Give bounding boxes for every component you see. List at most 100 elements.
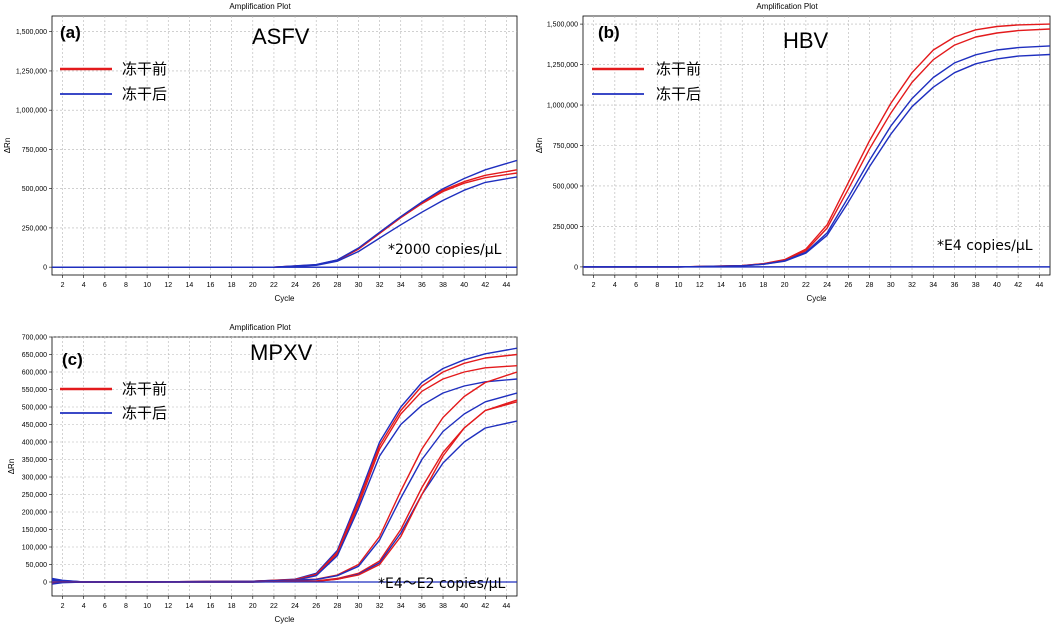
series-group xyxy=(583,23,1050,268)
series-group xyxy=(52,347,517,585)
legend-label: 冻干后 xyxy=(122,85,167,103)
x-tick-label: 36 xyxy=(418,282,426,289)
x-tick-label: 30 xyxy=(355,282,363,289)
y-tick-label: 750,000 xyxy=(553,143,578,150)
target-name: MPXV xyxy=(250,340,313,365)
x-axis-label: Cycle xyxy=(274,294,295,303)
x-tick-label: 20 xyxy=(781,282,789,289)
y-tick-label: 250,000 xyxy=(553,224,578,231)
y-tick-label: 300,000 xyxy=(22,475,47,482)
y-tick-label: 1,250,000 xyxy=(16,68,47,75)
x-axis-label: Cycle xyxy=(806,294,827,303)
y-axis-label: ΔRn xyxy=(7,459,16,475)
x-tick-label: 12 xyxy=(164,603,172,610)
y-tick-label: 400,000 xyxy=(22,440,47,447)
x-tick-label: 8 xyxy=(124,282,128,289)
x-tick-label: 26 xyxy=(844,282,852,289)
x-tick-label: 32 xyxy=(376,282,384,289)
x-tick-label: 42 xyxy=(1014,282,1022,289)
x-tick-label: 34 xyxy=(397,603,405,610)
y-tick-label: 450,000 xyxy=(22,422,47,429)
x-tick-label: 18 xyxy=(228,282,236,289)
x-tick-label: 14 xyxy=(717,282,725,289)
x-tick-label: 28 xyxy=(333,282,341,289)
x-tick-label: 12 xyxy=(696,282,704,289)
x-tick-label: 30 xyxy=(355,603,363,610)
series-group xyxy=(52,159,517,268)
y-tick-label: 1,500,000 xyxy=(547,22,578,29)
y-tick-label: 500,000 xyxy=(22,186,47,193)
x-tick-label: 14 xyxy=(185,282,193,289)
concentration-note: *2000 copies/μL xyxy=(388,242,502,258)
x-tick-label: 24 xyxy=(823,282,831,289)
chart-title: Amplification Plot xyxy=(756,2,818,11)
y-tick-label: 500,000 xyxy=(22,405,47,412)
x-tick-label: 6 xyxy=(103,282,107,289)
x-tick-label: 20 xyxy=(249,603,257,610)
x-tick-label: 44 xyxy=(1035,282,1043,289)
x-tick-label: 28 xyxy=(866,282,874,289)
panel-label: (b) xyxy=(598,23,620,42)
panel-c: 2 4 6 8 10 12 14 16 18 20 22 24 26 28 30 32 34 36 38 40 42 44… xyxy=(7,323,518,624)
y-axis-label: ΔRn xyxy=(535,138,544,154)
y-tick-label: 700,000 xyxy=(22,335,47,342)
y-tick-label: 1,250,000 xyxy=(547,62,578,69)
y-tick-label: 250,000 xyxy=(22,225,47,232)
x-tick-label: 28 xyxy=(333,603,341,610)
y-tick-label: 200,000 xyxy=(22,510,47,517)
panel-label: (a) xyxy=(60,23,81,42)
target-name: HBV xyxy=(783,28,829,53)
x-tick-label: 38 xyxy=(439,603,447,610)
target-name: ASFV xyxy=(252,24,310,49)
x-tick-label: 4 xyxy=(82,603,86,610)
x-tick-label: 10 xyxy=(143,282,151,289)
x-tick-label: 32 xyxy=(908,282,916,289)
x-tick-label: 16 xyxy=(207,282,215,289)
x-tick-label: 42 xyxy=(481,603,489,610)
x-tick-label: 44 xyxy=(503,282,511,289)
plot-area xyxy=(51,336,518,597)
chart-title: Amplification Plot xyxy=(229,2,291,11)
x-tick-label: 26 xyxy=(312,603,320,610)
x-tick-label: 38 xyxy=(972,282,980,289)
y-tick-label: 0 xyxy=(574,264,578,271)
series-line-3 xyxy=(583,53,1050,268)
x-tick-label: 10 xyxy=(143,603,151,610)
panel-label: (c) xyxy=(62,350,83,369)
x-tick-label: 22 xyxy=(802,282,810,289)
concentration-note: *E4～E2 copies/μL xyxy=(378,576,506,592)
x-tick-label: 2 xyxy=(61,282,65,289)
x-tick-label: 4 xyxy=(82,282,86,289)
x-tick-label: 2 xyxy=(61,603,65,610)
x-tick-label: 16 xyxy=(738,282,746,289)
y-tick-label: 0 xyxy=(43,580,47,587)
x-tick-label: 20 xyxy=(249,282,257,289)
x-tick-label: 10 xyxy=(675,282,683,289)
y-tick-label: 250,000 xyxy=(22,492,47,499)
x-tick-label: 14 xyxy=(185,603,193,610)
x-tick-label: 36 xyxy=(951,282,959,289)
panel-a: 2 4 6 8 10 12 14 16 18 20 22 24 26 28 30 32 34 36 38 40 42 44… xyxy=(3,2,518,303)
legend-label: 冻干后 xyxy=(122,404,167,422)
y-tick-label: 100,000 xyxy=(22,545,47,552)
x-tick-label: 26 xyxy=(312,282,320,289)
series-line-3 xyxy=(52,176,517,268)
x-axis-label: Cycle xyxy=(274,615,295,624)
legend-label: 冻干前 xyxy=(122,60,167,78)
x-tick-label: 4 xyxy=(613,282,617,289)
x-tick-label: 18 xyxy=(228,603,236,610)
x-tick-label: 40 xyxy=(460,282,468,289)
y-tick-label: 550,000 xyxy=(22,387,47,394)
x-tick-label: 2 xyxy=(592,282,596,289)
x-tick-label: 40 xyxy=(993,282,1001,289)
y-tick-label: 150,000 xyxy=(22,527,47,534)
x-tick-label: 22 xyxy=(270,603,278,610)
x-tick-label: 44 xyxy=(503,603,511,610)
x-tick-label: 34 xyxy=(929,282,937,289)
legend-label: 冻干后 xyxy=(656,85,701,103)
x-tick-label: 34 xyxy=(397,282,405,289)
